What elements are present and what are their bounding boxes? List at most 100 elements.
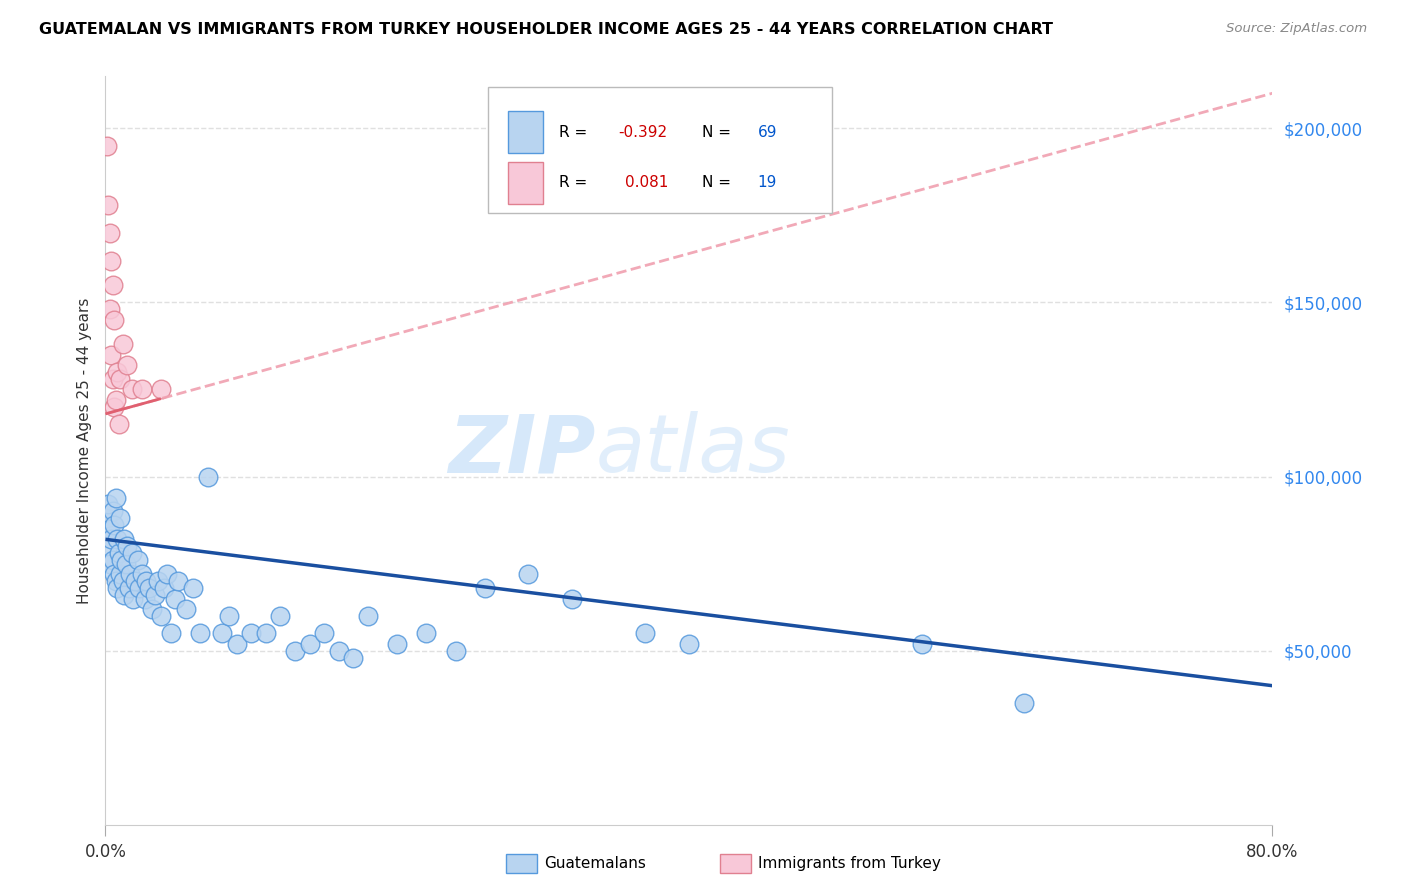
Text: 0.081: 0.081	[624, 176, 668, 191]
Point	[141, 602, 163, 616]
Point	[111, 337, 134, 351]
Point	[167, 574, 190, 589]
Point	[131, 567, 153, 582]
Text: Guatemalans: Guatemalans	[544, 856, 645, 871]
Point	[98, 226, 121, 240]
Point	[474, 581, 496, 595]
Point	[165, 591, 187, 606]
Point	[298, 637, 321, 651]
Point	[103, 400, 125, 414]
Point	[128, 581, 150, 595]
Point	[444, 644, 467, 658]
Point	[357, 609, 380, 624]
Point	[149, 609, 172, 624]
Point	[127, 553, 149, 567]
Point	[118, 581, 141, 595]
Text: R =: R =	[560, 125, 592, 139]
Point	[561, 591, 583, 606]
Point	[96, 138, 118, 153]
Point	[117, 358, 139, 372]
Point	[138, 581, 160, 595]
Text: atlas: atlas	[596, 411, 790, 490]
Point	[101, 504, 124, 518]
Point	[314, 626, 336, 640]
Point	[104, 574, 127, 589]
Point	[98, 302, 121, 317]
Point	[103, 518, 125, 533]
Point	[111, 574, 134, 589]
Bar	[508, 162, 543, 203]
Point	[211, 626, 233, 640]
FancyBboxPatch shape	[488, 87, 832, 213]
Text: ZIP: ZIP	[449, 411, 596, 490]
Point	[131, 383, 153, 397]
Text: N =: N =	[702, 176, 735, 191]
Point	[254, 626, 277, 640]
Point	[108, 511, 131, 525]
Point	[107, 546, 129, 560]
Point	[678, 637, 700, 651]
Point	[284, 644, 307, 658]
Point	[120, 567, 142, 582]
Point	[153, 581, 174, 595]
Point	[328, 644, 350, 658]
Text: -0.392: -0.392	[617, 125, 666, 139]
Point	[385, 637, 409, 651]
Point	[135, 574, 157, 589]
Point	[121, 546, 143, 560]
Point	[342, 650, 364, 665]
Text: Immigrants from Turkey: Immigrants from Turkey	[758, 856, 941, 871]
Point	[110, 553, 132, 567]
Point	[115, 557, 138, 571]
Point	[117, 539, 139, 553]
Point	[240, 626, 263, 640]
Point	[181, 581, 204, 595]
Point	[100, 348, 122, 362]
Point	[96, 511, 118, 525]
Y-axis label: Householder Income Ages 25 - 44 years: Householder Income Ages 25 - 44 years	[76, 297, 91, 604]
Point	[225, 637, 247, 651]
Point	[149, 383, 172, 397]
Point	[112, 533, 135, 547]
Point	[97, 539, 120, 553]
Point	[634, 626, 657, 640]
Point	[1014, 696, 1036, 710]
Point	[100, 253, 122, 268]
Point	[143, 588, 166, 602]
Point	[103, 312, 125, 326]
Point	[107, 417, 129, 432]
Point	[517, 567, 540, 582]
Point	[101, 277, 124, 292]
Point	[105, 533, 128, 547]
Point	[104, 392, 127, 407]
Point	[101, 372, 124, 386]
Point	[188, 626, 211, 640]
Point	[105, 581, 128, 595]
Point	[100, 533, 122, 547]
Text: 19: 19	[758, 176, 778, 191]
Point	[108, 567, 131, 582]
Point	[101, 553, 124, 567]
Point	[134, 591, 156, 606]
Point	[911, 637, 934, 651]
Point	[112, 588, 135, 602]
Point	[97, 198, 120, 212]
Point	[269, 609, 292, 624]
Text: R =: R =	[560, 176, 592, 191]
Point	[108, 372, 131, 386]
Point	[98, 522, 121, 536]
Point	[160, 626, 183, 640]
Point	[104, 491, 127, 505]
Point	[197, 469, 219, 483]
Point	[415, 626, 437, 640]
Text: Source: ZipAtlas.com: Source: ZipAtlas.com	[1226, 22, 1367, 36]
Point	[174, 602, 197, 616]
Text: N =: N =	[702, 125, 735, 139]
Point	[97, 498, 120, 512]
Point	[105, 365, 128, 379]
Point	[121, 383, 143, 397]
Point	[156, 567, 179, 582]
Point	[146, 574, 169, 589]
Point	[124, 574, 146, 589]
Point	[103, 567, 125, 582]
